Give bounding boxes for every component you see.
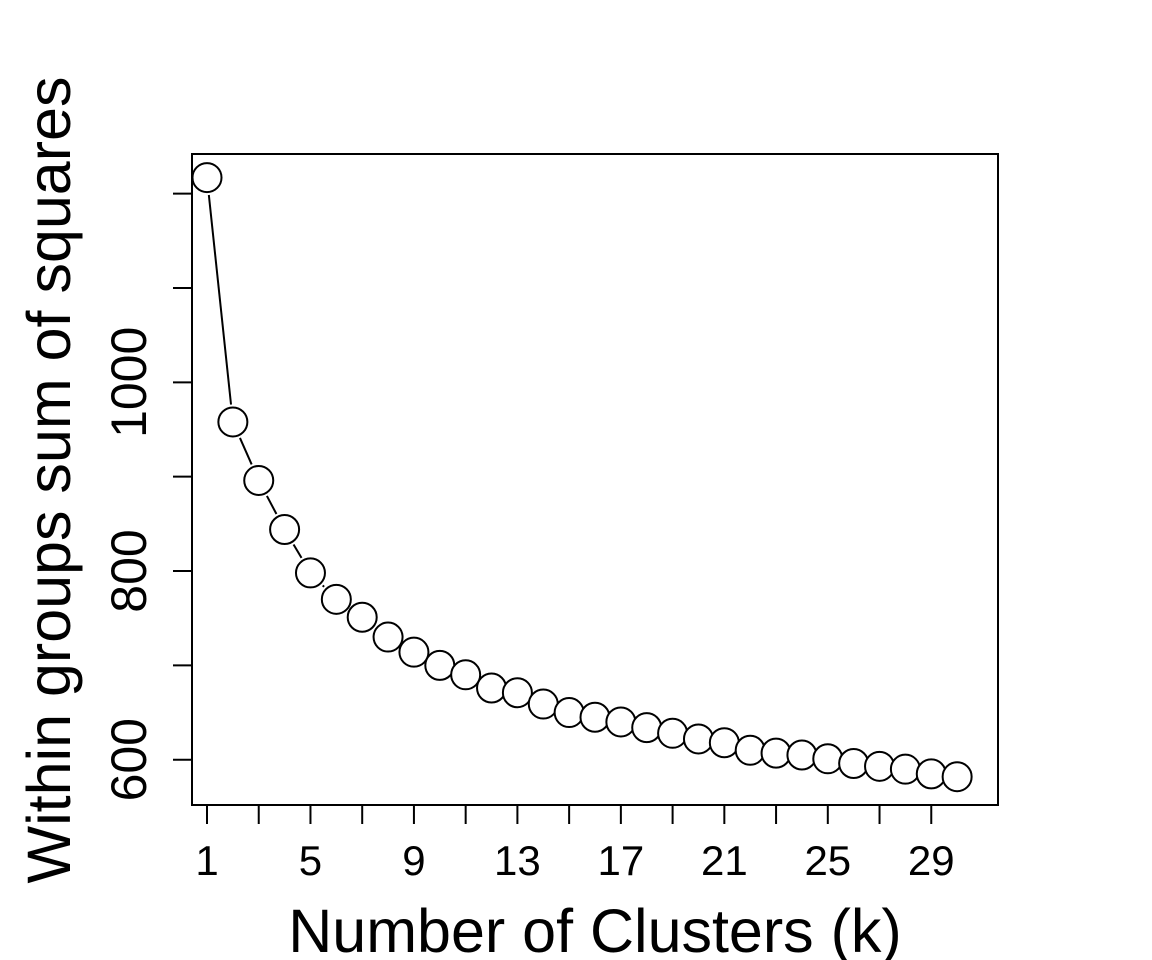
x-axis: 1 5 9 13 17 21 25 29 — [195, 804, 955, 884]
y-tick-label: 600 — [101, 718, 157, 801]
data-point — [786, 739, 818, 771]
x-tick-label: 29 — [908, 837, 955, 884]
data-point — [682, 723, 714, 755]
data-point — [398, 636, 430, 668]
data-point — [941, 761, 973, 793]
y-axis-title: Within groups sum of squares — [15, 77, 83, 884]
data-point — [527, 688, 559, 720]
data-point — [838, 747, 870, 779]
series-line-segment — [292, 544, 303, 559]
x-tick-label: 9 — [402, 837, 425, 884]
data-point — [760, 737, 792, 769]
series-line — [207, 194, 325, 588]
x-tick-label: 1 — [195, 837, 218, 884]
data-point — [708, 727, 740, 759]
series-line-segment — [207, 194, 233, 405]
x-tick-label: 25 — [804, 837, 851, 884]
data-point — [424, 649, 456, 681]
y-tick-label: 1000 — [101, 327, 157, 438]
data-point — [631, 712, 663, 744]
x-tick-label: 17 — [598, 837, 645, 884]
data-point — [372, 621, 404, 653]
series-line-segment — [266, 495, 278, 515]
y-tick-label: 800 — [101, 529, 157, 612]
x-axis-title: Number of Clusters (k) — [288, 897, 902, 960]
data-point — [812, 743, 844, 775]
data-point — [734, 734, 766, 766]
data-point — [243, 464, 275, 496]
series-points — [191, 162, 973, 793]
x-tick-label: 5 — [299, 837, 322, 884]
x-tick-label: 21 — [701, 837, 748, 884]
data-point — [657, 717, 689, 749]
data-point — [553, 697, 585, 729]
y-axis: 600 800 1000 — [101, 192, 193, 801]
data-point — [476, 672, 508, 704]
data-point — [269, 514, 301, 546]
data-point — [346, 601, 378, 633]
x-tick-label: 13 — [494, 837, 541, 884]
data-point — [217, 406, 249, 438]
data-point — [320, 583, 352, 615]
data-point — [889, 753, 921, 785]
data-point — [915, 758, 947, 790]
data-point — [864, 750, 896, 782]
data-point — [579, 701, 611, 733]
data-point — [450, 659, 482, 691]
series-line-segment — [239, 437, 253, 465]
series-line-segment — [321, 584, 325, 588]
data-point — [501, 677, 533, 709]
data-point — [191, 162, 223, 194]
data-point — [605, 706, 637, 738]
data-point — [294, 557, 326, 589]
